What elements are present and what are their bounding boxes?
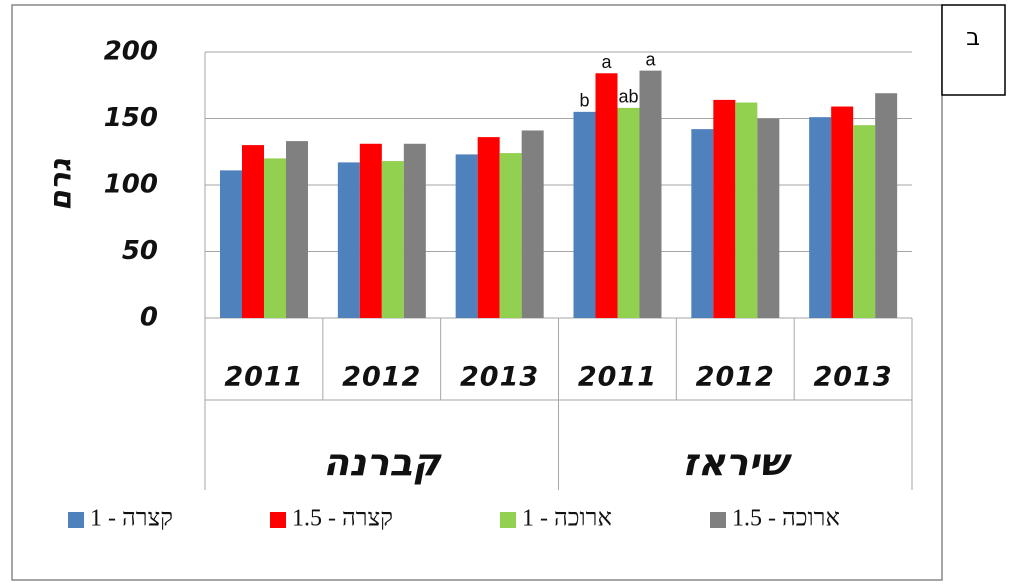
annotation: b: [579, 91, 589, 111]
bar: [242, 145, 264, 318]
y-axis-label: גרם: [44, 158, 79, 211]
x-tick-label: 2013: [460, 362, 539, 393]
y-tick-label: 150: [104, 103, 158, 133]
legend-label: קצרה - 1.5: [292, 506, 393, 532]
legend-swatch: [500, 512, 516, 528]
bar: [735, 102, 758, 318]
x-tick-label: 2013: [814, 362, 893, 393]
y-tick-label: 200: [104, 37, 158, 67]
bar: [477, 137, 500, 318]
legend-swatch: [710, 512, 726, 528]
legend-swatch: [68, 512, 84, 528]
bar: [359, 143, 382, 318]
bar: [499, 153, 522, 318]
bar: [403, 143, 426, 318]
y-tick-label: 50: [122, 236, 158, 266]
group-label: שיראז: [683, 441, 793, 485]
bar: [286, 141, 308, 318]
bar: [617, 107, 640, 318]
x-tick-label: 2012: [342, 362, 421, 393]
bar: [875, 93, 898, 318]
annotation: a: [645, 49, 656, 69]
bar: [691, 129, 714, 318]
bar: [264, 158, 286, 318]
x-tick-label: 2012: [696, 362, 775, 393]
y-tick-label: 100: [104, 170, 158, 200]
bar: [809, 117, 832, 318]
annotation: a: [601, 52, 612, 72]
legend-label: ארוכה - 1.5: [732, 506, 840, 532]
bar: [595, 73, 618, 318]
x-tick-label: 2011: [224, 362, 303, 393]
bar: [337, 162, 360, 318]
bar: [455, 154, 478, 318]
bar: [757, 118, 780, 318]
legend-label: ארוכה - 1: [522, 506, 612, 532]
bar: [381, 161, 404, 318]
annotation: ab: [618, 87, 638, 107]
legend-label: קצרה - 1: [90, 506, 173, 532]
y-tick-label: 0: [140, 303, 158, 333]
bar: [853, 125, 876, 319]
legend-swatch: [270, 512, 286, 528]
corner-label: ב: [966, 23, 980, 51]
group-label: קברנה: [323, 441, 442, 485]
corner-box: [941, 4, 1006, 96]
bar: [713, 99, 736, 318]
bar: [639, 70, 662, 319]
bar: [220, 170, 242, 318]
bar: [521, 130, 544, 318]
bar: [831, 106, 854, 318]
bar: [573, 111, 596, 318]
x-tick-label: 2011: [578, 362, 657, 393]
